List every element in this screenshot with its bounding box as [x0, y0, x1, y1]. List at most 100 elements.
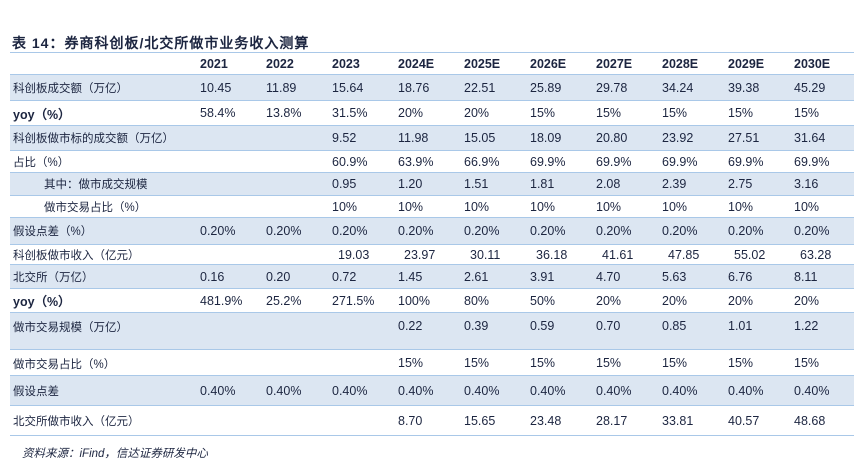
- cell: 15%: [662, 349, 728, 376]
- cell: 15.05: [464, 125, 530, 151]
- cell: 15%: [794, 100, 854, 126]
- cell: [200, 312, 266, 350]
- column-header: 2026E: [530, 52, 596, 75]
- source-note: 资料来源：iFind，信达证券研发中心: [22, 448, 208, 460]
- cell: 0.16: [200, 264, 266, 289]
- row-label: yoy（%）: [10, 100, 200, 126]
- cell: [266, 172, 332, 196]
- cell: 25.89: [530, 74, 596, 101]
- cell: 18.76: [398, 74, 464, 101]
- cell: 48.68: [794, 405, 854, 436]
- cell: 15%: [794, 349, 854, 376]
- cell: 20%: [728, 288, 794, 313]
- table-row: 北交所（万亿） 0.16 0.20 0.72 1.45 2.61 3.91 4.70 5.63 6…: [10, 264, 854, 289]
- cell: 0.20%: [266, 217, 332, 245]
- cell: 15%: [596, 349, 662, 376]
- revenue-estimate-table: 2021 2022 2023 2024E 2025E 2026E 2027E 2028E 202…: [10, 52, 854, 436]
- cell: 15%: [530, 100, 596, 126]
- cell: 2.61: [464, 264, 530, 289]
- cell: 10%: [530, 195, 596, 218]
- cell: 5.63: [662, 264, 728, 289]
- cell: 10%: [794, 195, 854, 218]
- row-label: 占比（%）: [10, 150, 200, 173]
- cell: 0.20%: [728, 217, 794, 245]
- table-row: 其中：做市成交规模 0.95 1.20 1.51 1.81 2.08 2.39 2.75 3.1…: [10, 172, 854, 196]
- cell: 10%: [662, 195, 728, 218]
- cell: 2.08: [596, 172, 662, 196]
- cell: 100%: [398, 288, 464, 313]
- cell: 34.24: [662, 74, 728, 101]
- cell: 0.20%: [200, 217, 266, 245]
- cell: 20%: [596, 288, 662, 313]
- cell: 63.28: [794, 244, 854, 265]
- cell: 66.9%: [464, 150, 530, 173]
- cell: 1.45: [398, 264, 464, 289]
- row-label: 科创板做市标的成交额（万亿）: [10, 125, 200, 151]
- cell: 10%: [398, 195, 464, 218]
- cell: 69.9%: [530, 150, 596, 173]
- cell: 40.57: [728, 405, 794, 436]
- column-header: 2028E: [662, 52, 728, 75]
- cell: 28.17: [596, 405, 662, 436]
- cell: 1.22: [794, 312, 854, 350]
- row-label: 其中：做市成交规模: [10, 172, 200, 196]
- cell: 0.95: [332, 172, 398, 196]
- cell: 10%: [464, 195, 530, 218]
- cell: 19.03: [332, 244, 398, 265]
- cell: 20.80: [596, 125, 662, 151]
- cell: 0.40%: [530, 375, 596, 406]
- cell: [266, 405, 332, 436]
- cell: 8.11: [794, 264, 854, 289]
- cell: 15.65: [464, 405, 530, 436]
- table-row: 科创板做市收入（亿元） 19.03 23.97 30.11 36.18 41.61 47.8…: [10, 244, 854, 265]
- cell: 39.38: [728, 74, 794, 101]
- cell: 20%: [398, 100, 464, 126]
- cell: 0.39: [464, 312, 530, 350]
- row-label: 科创板做市收入（亿元）: [10, 244, 200, 265]
- cell: 31.64: [794, 125, 854, 151]
- table-row: 做市交易占比（%） 10% 10% 10% 10% 10% 10% 10% 10%: [10, 195, 854, 218]
- cell: 15.64: [332, 74, 398, 101]
- cell: 0.40%: [596, 375, 662, 406]
- cell: 11.89: [266, 74, 332, 101]
- cell: [266, 312, 332, 350]
- row-label: 假设点差: [10, 375, 200, 406]
- cell: 20%: [464, 100, 530, 126]
- cell: [266, 150, 332, 173]
- cell: 0.22: [398, 312, 464, 350]
- column-header: 2023: [332, 52, 398, 75]
- cell: 0.40%: [398, 375, 464, 406]
- cell: 4.70: [596, 264, 662, 289]
- cell: [200, 244, 266, 265]
- cell: 15%: [464, 349, 530, 376]
- cell: 1.51: [464, 172, 530, 196]
- column-header: 2029E: [728, 52, 794, 75]
- cell: 15%: [728, 100, 794, 126]
- cell: 0.40%: [200, 375, 266, 406]
- cell: 3.91: [530, 264, 596, 289]
- cell: 0.20%: [464, 217, 530, 245]
- cell: 11.98: [398, 125, 464, 151]
- cell: 0.40%: [266, 375, 332, 406]
- cell: 80%: [464, 288, 530, 313]
- column-header: 2021: [200, 52, 266, 75]
- cell: 20%: [662, 288, 728, 313]
- cell: 0.20%: [596, 217, 662, 245]
- table-row: 假设点差 0.40% 0.40% 0.40% 0.40% 0.40% 0.40% 0.40% 0…: [10, 375, 854, 406]
- cell: [200, 405, 266, 436]
- cell: 15%: [398, 349, 464, 376]
- cell: 0.72: [332, 264, 398, 289]
- cell: 29.78: [596, 74, 662, 101]
- cell: [332, 405, 398, 436]
- cell: 23.92: [662, 125, 728, 151]
- cell: 0.20: [266, 264, 332, 289]
- table-row: 做市交易占比（%） 15% 15% 15% 15% 15% 15% 15%: [10, 349, 854, 376]
- cell: 58.4%: [200, 100, 266, 126]
- cell: 0.20%: [662, 217, 728, 245]
- cell: 30.11: [464, 244, 530, 265]
- cell: 0.40%: [728, 375, 794, 406]
- cell: 15%: [596, 100, 662, 126]
- header-blank: [10, 52, 200, 75]
- row-label: 北交所（万亿）: [10, 264, 200, 289]
- row-label: 北交所做市收入（亿元）: [10, 405, 200, 436]
